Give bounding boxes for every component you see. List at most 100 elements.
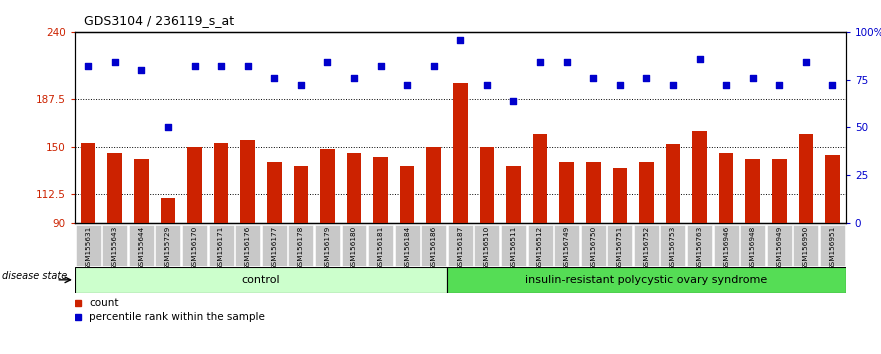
- Text: GSM156511: GSM156511: [510, 226, 516, 270]
- Text: percentile rank within the sample: percentile rank within the sample: [89, 312, 265, 322]
- Text: GSM155644: GSM155644: [138, 226, 144, 270]
- FancyBboxPatch shape: [235, 225, 260, 266]
- Point: [825, 82, 840, 88]
- FancyBboxPatch shape: [102, 225, 127, 266]
- FancyBboxPatch shape: [129, 225, 154, 266]
- Text: GSM156178: GSM156178: [298, 226, 304, 270]
- Bar: [772, 159, 787, 223]
- FancyBboxPatch shape: [342, 225, 366, 266]
- Text: GSM156512: GSM156512: [537, 226, 543, 270]
- Bar: [479, 147, 494, 223]
- Point: [400, 82, 414, 88]
- Text: GDS3104 / 236119_s_at: GDS3104 / 236119_s_at: [84, 14, 233, 27]
- Bar: [719, 153, 734, 223]
- Point: [293, 82, 307, 88]
- FancyBboxPatch shape: [315, 225, 340, 266]
- FancyBboxPatch shape: [794, 225, 818, 266]
- Bar: [692, 131, 707, 223]
- FancyBboxPatch shape: [607, 225, 633, 266]
- Point: [267, 75, 281, 81]
- Point: [214, 63, 228, 69]
- Bar: [187, 147, 202, 223]
- Bar: [612, 168, 627, 223]
- Text: GSM156950: GSM156950: [803, 226, 809, 270]
- FancyBboxPatch shape: [448, 225, 473, 266]
- Bar: [374, 157, 388, 223]
- Text: GSM156187: GSM156187: [457, 226, 463, 270]
- Bar: [267, 162, 282, 223]
- Text: GSM156948: GSM156948: [750, 226, 756, 270]
- FancyBboxPatch shape: [474, 225, 500, 266]
- Point: [347, 75, 361, 81]
- Point: [640, 75, 654, 81]
- Point: [692, 56, 707, 62]
- Text: GSM156750: GSM156750: [590, 226, 596, 270]
- Text: GSM156171: GSM156171: [218, 226, 224, 270]
- FancyBboxPatch shape: [581, 225, 606, 266]
- FancyBboxPatch shape: [447, 267, 846, 293]
- Text: insulin-resistant polycystic ovary syndrome: insulin-resistant polycystic ovary syndr…: [525, 275, 767, 285]
- Point: [533, 59, 547, 65]
- Bar: [533, 134, 547, 223]
- Bar: [107, 153, 122, 223]
- Bar: [453, 83, 468, 223]
- FancyBboxPatch shape: [714, 225, 738, 266]
- Point: [719, 82, 733, 88]
- Bar: [639, 162, 654, 223]
- Bar: [81, 143, 95, 223]
- Point: [480, 82, 494, 88]
- FancyBboxPatch shape: [661, 225, 685, 266]
- FancyBboxPatch shape: [368, 225, 393, 266]
- Point: [426, 63, 440, 69]
- Point: [107, 59, 122, 65]
- Text: GSM156753: GSM156753: [670, 226, 676, 270]
- Bar: [798, 134, 813, 223]
- Point: [161, 125, 175, 130]
- Text: GSM156184: GSM156184: [404, 226, 411, 270]
- Bar: [160, 198, 175, 223]
- Bar: [745, 159, 760, 223]
- Text: GSM155643: GSM155643: [112, 226, 118, 270]
- Bar: [559, 162, 574, 223]
- Text: GSM156186: GSM156186: [431, 226, 437, 270]
- Text: GSM156752: GSM156752: [643, 226, 649, 270]
- Point: [559, 59, 574, 65]
- Point: [799, 59, 813, 65]
- Point: [188, 63, 202, 69]
- Text: control: control: [241, 275, 280, 285]
- Point: [666, 82, 680, 88]
- Point: [454, 37, 468, 42]
- Bar: [400, 166, 414, 223]
- Point: [374, 63, 388, 69]
- FancyBboxPatch shape: [634, 225, 659, 266]
- Bar: [134, 159, 149, 223]
- Bar: [507, 166, 521, 223]
- Bar: [666, 144, 680, 223]
- Text: GSM156510: GSM156510: [484, 226, 490, 270]
- FancyBboxPatch shape: [262, 225, 286, 266]
- Bar: [320, 149, 335, 223]
- Bar: [241, 140, 255, 223]
- Point: [321, 59, 335, 65]
- Text: GSM156751: GSM156751: [617, 226, 623, 270]
- FancyBboxPatch shape: [740, 225, 766, 266]
- Bar: [426, 147, 441, 223]
- FancyBboxPatch shape: [288, 225, 314, 266]
- FancyBboxPatch shape: [182, 225, 207, 266]
- FancyBboxPatch shape: [209, 225, 233, 266]
- Bar: [293, 166, 308, 223]
- Point: [773, 82, 787, 88]
- Text: GSM156763: GSM156763: [697, 226, 702, 270]
- FancyBboxPatch shape: [766, 225, 792, 266]
- FancyBboxPatch shape: [528, 225, 552, 266]
- FancyBboxPatch shape: [75, 267, 447, 293]
- FancyBboxPatch shape: [687, 225, 712, 266]
- Text: count: count: [89, 298, 118, 308]
- Point: [134, 67, 148, 73]
- Text: GSM156749: GSM156749: [564, 226, 570, 270]
- Text: GSM156180: GSM156180: [351, 226, 357, 270]
- Text: GSM156179: GSM156179: [324, 226, 330, 270]
- FancyBboxPatch shape: [820, 225, 845, 266]
- Text: GSM156951: GSM156951: [830, 226, 835, 270]
- Bar: [347, 153, 361, 223]
